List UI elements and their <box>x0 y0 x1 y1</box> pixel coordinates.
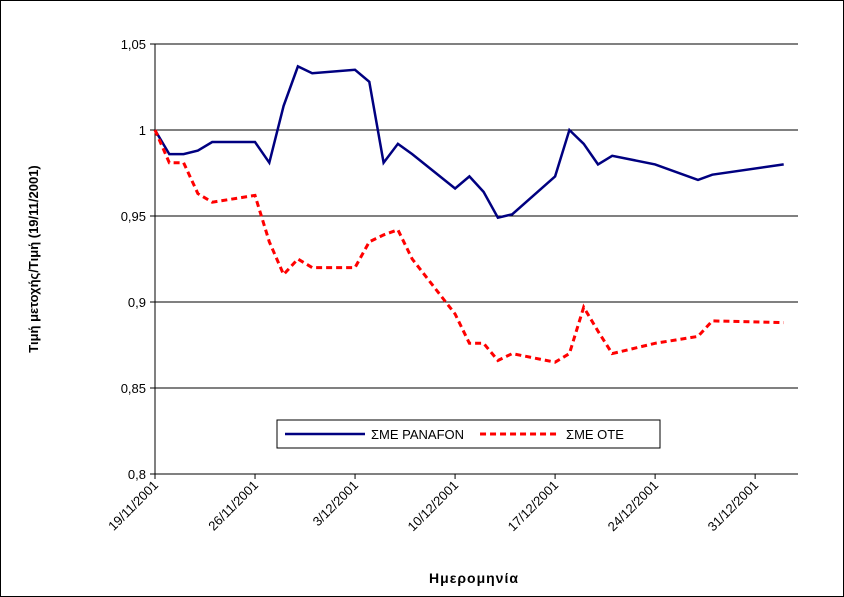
series-line <box>153 64 784 220</box>
y-tick-label: 1 <box>139 123 146 138</box>
y-tick-label: 0,8 <box>128 467 146 482</box>
x-axis-label: Ημερομηνία <box>429 570 519 586</box>
y-tick-label: 0,85 <box>121 381 146 396</box>
y-tick-label: 0,95 <box>121 209 146 224</box>
legend-label: ΣΜΕ ΟΤΕ <box>566 427 624 442</box>
series-line <box>153 129 784 364</box>
y-tick-label: 1,05 <box>121 37 146 52</box>
y-tick-label: 0,9 <box>128 295 146 310</box>
y-axis-label: Τιμή μετοχής/Τιμή (19/11/2001) <box>26 165 41 352</box>
legend-label: ΣΜΕ PANAFON <box>371 427 464 442</box>
